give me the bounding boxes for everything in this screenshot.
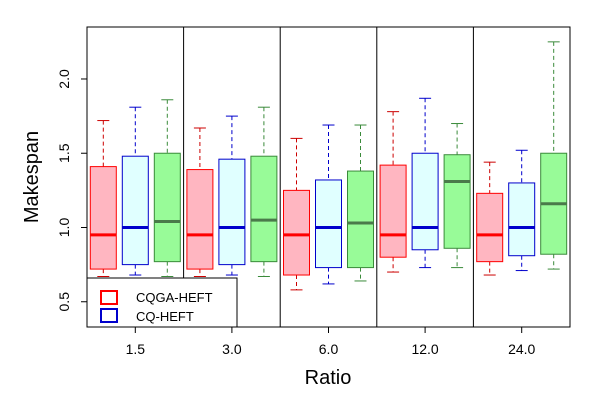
- boxplot-cq-heft-3-0: [218, 115, 246, 276]
- box-iqr: [411, 152, 439, 251]
- boxplot-cqga-heft-1-5: [89, 120, 117, 278]
- x-tick-label: 12.0: [411, 341, 438, 357]
- boxplot-cqga-heft-12-0: [379, 111, 407, 273]
- boxplot-third-12-0: [443, 123, 471, 269]
- box-iqr: [379, 164, 407, 258]
- y-axis-title: Makespan: [21, 131, 43, 223]
- x-tick-label: 3.0: [222, 341, 242, 357]
- legend: CQGA-HEFT CQ-HEFT: [86, 277, 238, 328]
- box-series: [89, 41, 568, 291]
- box-iqr: [283, 189, 310, 276]
- boxplot-third-24-0: [540, 41, 568, 270]
- x-tick-label: 24.0: [508, 341, 535, 357]
- y-tick-label: 1.0: [56, 218, 72, 238]
- box-iqr: [476, 192, 504, 263]
- box-iqr: [508, 182, 536, 257]
- boxplot-cqga-heft-24-0: [476, 161, 504, 276]
- box-iqr: [186, 169, 214, 270]
- boxplot-cqga-heft-6-0: [283, 137, 310, 291]
- boxplot-cq-heft-12-0: [411, 97, 439, 269]
- x-axis: 1.5 3.0 6.0 12.0 24.0: [126, 326, 536, 357]
- boxplot-cq-heft-6-0: [315, 124, 342, 285]
- box-iqr: [89, 166, 117, 270]
- box-iqr: [347, 170, 374, 269]
- box-iqr: [250, 155, 278, 263]
- x-tick-label: 6.0: [319, 341, 339, 357]
- box-iqr: [315, 179, 342, 269]
- boxplot-third-3-0: [250, 106, 278, 278]
- boxplot-third-6-0: [347, 124, 374, 282]
- y-tick-label: 1.5: [56, 143, 72, 163]
- legend-label-cqga-heft: CQGA-HEFT: [136, 290, 213, 305]
- y-tick-label: 2.0: [56, 69, 72, 89]
- legend-swatch-cqga-heft: [100, 290, 118, 305]
- y-tick-label: 0.5: [56, 292, 72, 312]
- boxplot-cq-heft-1-5: [121, 106, 149, 276]
- box-iqr: [218, 158, 246, 266]
- x-axis-title: Ratio: [305, 367, 352, 389]
- x-tick-label: 1.5: [126, 341, 146, 357]
- boxplot-cqga-heft-3-0: [186, 127, 214, 278]
- boxplot-cq-heft-24-0: [508, 149, 536, 272]
- boxplot-third-1-5: [153, 99, 181, 278]
- box-iqr: [153, 152, 181, 263]
- legend-swatch-cq-heft: [100, 308, 118, 323]
- group-separators: [183, 27, 474, 327]
- box-iqr: [443, 154, 471, 249]
- y-axis: 0.5 1.0 1.5 2.0: [56, 69, 88, 312]
- legend-label-cq-heft: CQ-HEFT: [136, 309, 194, 324]
- box-iqr: [121, 155, 149, 266]
